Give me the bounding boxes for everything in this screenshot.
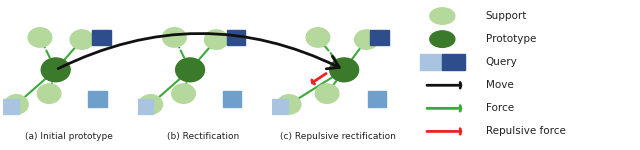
FancyBboxPatch shape	[442, 54, 465, 70]
Text: Query: Query	[486, 57, 517, 67]
Circle shape	[28, 28, 52, 47]
FancyBboxPatch shape	[368, 92, 386, 106]
FancyBboxPatch shape	[88, 92, 107, 106]
Circle shape	[306, 28, 330, 47]
Text: Prototype: Prototype	[486, 34, 536, 44]
Circle shape	[41, 58, 70, 82]
FancyBboxPatch shape	[227, 30, 245, 45]
Circle shape	[139, 95, 163, 114]
FancyBboxPatch shape	[223, 92, 241, 106]
Text: (a) Initial prototype: (a) Initial prototype	[25, 132, 113, 141]
Circle shape	[277, 95, 301, 114]
Text: Support: Support	[486, 11, 527, 21]
Circle shape	[4, 95, 28, 114]
Circle shape	[172, 84, 195, 103]
FancyBboxPatch shape	[269, 99, 288, 114]
FancyBboxPatch shape	[371, 30, 388, 45]
Text: Force: Force	[486, 103, 514, 113]
Text: Repulsive force: Repulsive force	[486, 126, 565, 136]
Circle shape	[205, 30, 228, 49]
Circle shape	[430, 31, 455, 47]
Circle shape	[430, 8, 455, 24]
Text: (c) Repulsive rectification: (c) Repulsive rectification	[280, 132, 396, 141]
Text: Move: Move	[486, 80, 513, 90]
Circle shape	[37, 84, 61, 103]
FancyBboxPatch shape	[92, 30, 111, 45]
Circle shape	[316, 84, 339, 103]
Circle shape	[330, 58, 358, 82]
Circle shape	[175, 58, 205, 82]
Text: (b) Rectification: (b) Rectification	[167, 132, 239, 141]
FancyBboxPatch shape	[420, 54, 442, 70]
FancyBboxPatch shape	[1, 99, 19, 114]
FancyBboxPatch shape	[135, 99, 154, 114]
Circle shape	[163, 28, 186, 47]
Circle shape	[355, 30, 378, 49]
Circle shape	[70, 30, 93, 49]
